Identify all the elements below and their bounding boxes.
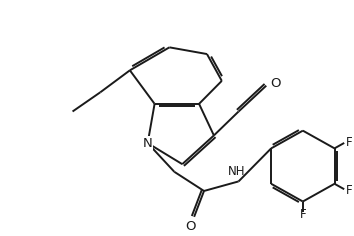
Text: O: O <box>185 220 196 233</box>
Text: F: F <box>299 207 306 220</box>
Text: NH: NH <box>228 165 246 178</box>
Text: F: F <box>346 136 352 149</box>
Text: F: F <box>346 184 352 197</box>
Text: N: N <box>143 137 153 150</box>
Text: O: O <box>270 77 281 90</box>
